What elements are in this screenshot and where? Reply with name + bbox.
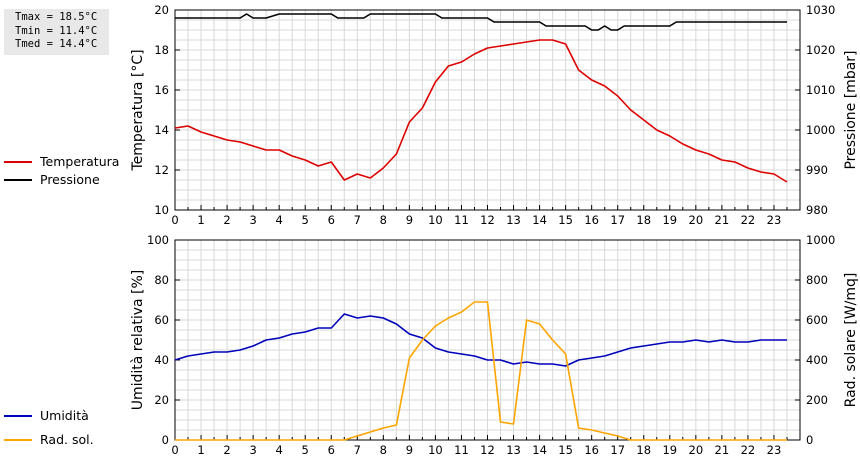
x-tick-label: 18 <box>636 213 651 227</box>
legend-label-temperatura: Temperatura <box>40 154 120 169</box>
x-tick-label: 15 <box>558 213 573 227</box>
x-tick-label: 5 <box>302 213 309 227</box>
legend-label-pressione: Pressione <box>40 172 100 187</box>
y-right-tick-label: 0 <box>806 433 813 447</box>
y-right-axis-title: Rad. solare [W/mq] <box>843 273 859 408</box>
x-tick-label: 19 <box>662 443 677 457</box>
y-left-axis-title: Umidità relativa [%] <box>130 270 146 411</box>
chart-panel-umid-rad: 0 1 2 3 4 5 6 7 8 9 10 11 12 13 14 15 16 17 18 19 20 21 22 2302… <box>130 233 859 457</box>
x-tick-label: 1 <box>197 213 204 227</box>
y-left-tick-label: 60 <box>154 313 169 327</box>
legend-swatch-pressione <box>4 178 32 181</box>
legend-temperatura: Temperatura <box>4 154 119 169</box>
y-left-tick-label: 0 <box>162 433 169 447</box>
x-tick-label: 16 <box>584 443 599 457</box>
x-tick-label: 8 <box>380 213 387 227</box>
tmed-label: Tmed = 14.4°C <box>15 38 98 50</box>
legend-label-umidita: Umidità <box>40 408 89 423</box>
y-left-tick-label: 12 <box>154 163 169 177</box>
legend-pressione: Pressione <box>4 172 100 187</box>
x-tick-label: 2 <box>223 443 230 457</box>
x-tick-label: 4 <box>276 443 283 457</box>
y-right-tick-label: 1000 <box>806 123 835 137</box>
x-tick-label: 13 <box>506 443 521 457</box>
x-tick-label: 16 <box>584 213 599 227</box>
x-tick-label: 14 <box>532 443 547 457</box>
x-tick-label: 0 <box>171 213 178 227</box>
x-tick-label: 21 <box>715 213 730 227</box>
y-right-tick-label: 600 <box>806 313 828 327</box>
x-tick-label: 20 <box>689 443 704 457</box>
x-tick-label: 0 <box>171 443 178 457</box>
x-tick-label: 21 <box>715 443 730 457</box>
x-tick-label: 11 <box>454 443 469 457</box>
legend-rad-sol: Rad. sol. <box>4 432 94 447</box>
y-right-tick-label: 1030 <box>806 3 835 17</box>
y-left-tick-label: 40 <box>154 353 169 367</box>
series-line-pressione <box>175 13 787 31</box>
legend-swatch-umidita <box>4 414 32 417</box>
x-tick-label: 23 <box>767 213 782 227</box>
x-tick-label: 22 <box>741 213 756 227</box>
x-tick-label: 8 <box>380 443 387 457</box>
y-left-tick-label: 80 <box>154 273 169 287</box>
x-tick-label: 11 <box>454 213 469 227</box>
y-right-tick-label: 980 <box>806 203 828 217</box>
y-right-tick-label: 1020 <box>806 43 835 57</box>
y-right-tick-label: 200 <box>806 393 828 407</box>
y-right-axis-title: Pressione [mbar] <box>843 50 859 169</box>
x-tick-label: 2 <box>223 213 230 227</box>
legend-label-rad-sol: Rad. sol. <box>40 432 94 447</box>
series-line-umidit- <box>174 313 787 367</box>
stats-box: Tmax = 18.5°C Tmin = 11.4°C Tmed = 14.4°… <box>4 9 109 55</box>
y-right-tick-label: 400 <box>806 353 828 367</box>
y-right-tick-label: 1000 <box>806 233 835 247</box>
x-tick-label: 7 <box>354 443 361 457</box>
x-tick-label: 23 <box>767 443 782 457</box>
x-tick-label: 3 <box>249 213 256 227</box>
x-tick-label: 22 <box>741 443 756 457</box>
x-tick-label: 10 <box>428 213 443 227</box>
x-tick-label: 15 <box>558 443 573 457</box>
y-left-tick-label: 100 <box>147 233 169 247</box>
x-tick-label: 12 <box>480 443 495 457</box>
series-line-rad-sol- <box>175 301 787 441</box>
x-tick-label: 1 <box>197 443 204 457</box>
y-left-tick-label: 10 <box>154 203 169 217</box>
x-tick-label: 9 <box>406 443 413 457</box>
x-tick-label: 10 <box>428 443 443 457</box>
y-left-tick-label: 18 <box>154 43 169 57</box>
series-line-temperatura <box>174 39 788 183</box>
x-tick-label: 6 <box>328 213 335 227</box>
x-tick-label: 13 <box>506 213 521 227</box>
x-tick-label: 3 <box>249 443 256 457</box>
y-right-tick-label: 1010 <box>806 83 835 97</box>
x-tick-label: 18 <box>636 443 651 457</box>
legend-swatch-rad-sol <box>4 438 32 441</box>
x-tick-label: 12 <box>480 213 495 227</box>
x-tick-label: 4 <box>276 213 283 227</box>
x-tick-label: 9 <box>406 213 413 227</box>
y-left-tick-label: 14 <box>154 123 169 137</box>
x-tick-label: 7 <box>354 213 361 227</box>
y-left-axis-title: Temperatura [°C] <box>130 49 146 171</box>
y-right-tick-label: 800 <box>806 273 828 287</box>
y-right-tick-label: 990 <box>806 163 828 177</box>
legend-swatch-temperatura <box>4 160 32 163</box>
x-tick-label: 17 <box>610 443 625 457</box>
x-tick-label: 14 <box>532 213 547 227</box>
x-tick-label: 20 <box>689 213 704 227</box>
y-left-tick-label: 16 <box>154 83 169 97</box>
legend-umidita: Umidità <box>4 408 89 423</box>
chart-panel-temp-press: 0 1 2 3 4 5 6 7 8 9 10 11 12 13 14 15 16 17 18 19 20 21 22 2310… <box>130 3 859 227</box>
tmin-label: Tmin = 11.4°C <box>15 24 98 37</box>
x-tick-label: 19 <box>662 213 677 227</box>
x-tick-label: 17 <box>610 213 625 227</box>
y-left-tick-label: 20 <box>154 393 169 407</box>
tmax-label: Tmax = 18.5°C <box>15 11 98 23</box>
x-tick-label: 5 <box>302 443 309 457</box>
x-tick-label: 6 <box>328 443 335 457</box>
y-left-tick-label: 20 <box>154 3 169 17</box>
